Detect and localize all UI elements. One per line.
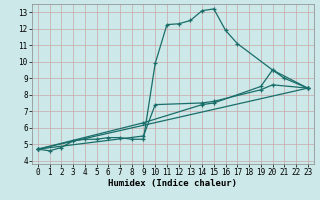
X-axis label: Humidex (Indice chaleur): Humidex (Indice chaleur) xyxy=(108,179,237,188)
